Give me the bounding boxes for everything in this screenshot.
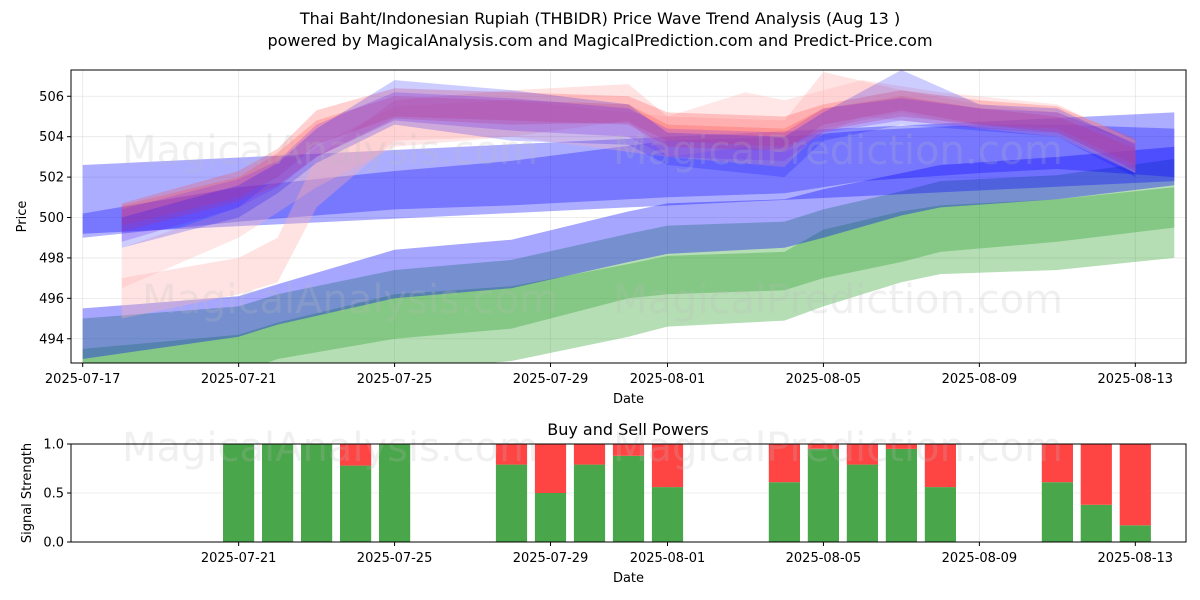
- x-tick-label: 2025-08-01: [630, 372, 706, 387]
- x-tick-label: 2025-07-25: [357, 372, 433, 387]
- y-tick-label: 502: [39, 171, 64, 186]
- buy-bar: [1041, 482, 1073, 542]
- wave-band-red: [121, 96, 1136, 226]
- watermark-text: MagicalAnalysis.com: [122, 128, 538, 174]
- watermark-text: MagicalPrediction.com: [613, 425, 1063, 471]
- buy-bar: [768, 482, 800, 542]
- wave-band-pink: [121, 72, 1136, 319]
- buy-bar: [612, 455, 645, 542]
- buy-bar: [846, 464, 878, 542]
- sell-bar: [1119, 444, 1151, 526]
- wave-band-blue: [82, 146, 1175, 359]
- x-tick-label: 2025-07-29: [513, 372, 589, 387]
- buy-bar: [379, 444, 411, 542]
- watermark-text: MagicalAnalysis.com: [122, 425, 538, 471]
- sell-bar: [885, 444, 917, 449]
- y-axis-title: Signal Strength: [20, 443, 35, 543]
- buy-bar: [340, 465, 372, 542]
- wave-band-blue: [82, 112, 1175, 234]
- main-watermarks: MagicalAnalysis.com MagicalPrediction.com…: [122, 128, 1063, 323]
- chart-title-line-2: powered by MagicalAnalysis.com and Magic…: [267, 31, 933, 50]
- sell-bar: [534, 444, 567, 493]
- y-tick-label: 1.0: [43, 438, 64, 453]
- y-tick-label: 498: [39, 251, 64, 266]
- buy-bar: [651, 487, 684, 542]
- x-tick-label: 2025-08-13: [1098, 372, 1174, 387]
- wave-band-purple: [121, 92, 1136, 242]
- main-plot-frame: [70, 69, 1187, 364]
- buy-bar: [223, 444, 255, 542]
- y-axis-title: Price: [15, 201, 30, 233]
- watermark-text: MagicalPrediction.com: [613, 277, 1063, 323]
- x-tick-label: 2025-08-05: [786, 551, 862, 566]
- sell-bar: [612, 444, 645, 456]
- wave-band-red: [121, 88, 1136, 232]
- sell-bar: [651, 444, 684, 488]
- y-tick-label: 494: [39, 332, 64, 347]
- buy-bar: [924, 487, 956, 542]
- main-grid: [71, 70, 1186, 363]
- sell-bar: [1080, 444, 1112, 505]
- sell-bar: [924, 444, 956, 488]
- buy-bar: [807, 448, 839, 542]
- x-tick-label: 2025-08-01: [630, 551, 706, 566]
- sub-watermarks: MagicalAnalysis.com MagicalPrediction.com: [122, 425, 1063, 471]
- chart-title-line-1: Thai Baht/Indonesian Rupiah (THBIDR) Pri…: [299, 9, 901, 28]
- sell-bar: [1041, 444, 1073, 483]
- y-tick-label: 0.0: [43, 536, 64, 551]
- sub-axes: 2025-07-21 2025-07-25 2025-07-29 2025-08-01…: [20, 438, 1173, 587]
- wave-band-blue: [82, 124, 1175, 238]
- buy-bar: [573, 464, 606, 542]
- buy-bar: [534, 493, 567, 542]
- price-wave-bands: [82, 70, 1175, 363]
- wave-band-pink: [121, 80, 1136, 289]
- wave-band-green: [82, 158, 1175, 363]
- buy-bar: [262, 444, 294, 542]
- buy-bar: [885, 448, 917, 542]
- x-axis-title: Date: [613, 392, 644, 407]
- buy-bar: [1119, 525, 1151, 542]
- sell-bar: [495, 444, 528, 465]
- y-tick-label: 506: [39, 90, 64, 105]
- x-tick-label: 2025-07-25: [357, 551, 433, 566]
- x-tick-label: 2025-07-21: [201, 551, 277, 566]
- y-tick-label: 504: [39, 130, 64, 145]
- buy-bar: [495, 464, 528, 542]
- buy-bar: [301, 444, 333, 542]
- x-tick-label: 2025-07-29: [513, 551, 589, 566]
- sell-bar: [573, 444, 606, 465]
- x-tick-label: 2025-08-13: [1098, 551, 1174, 566]
- buy-bar: [1080, 504, 1112, 542]
- sub-chart-title: Buy and Sell Powers: [547, 420, 709, 439]
- x-tick-label: 2025-08-09: [942, 551, 1018, 566]
- y-tick-label: 0.5: [43, 487, 64, 502]
- y-tick-label: 496: [39, 292, 64, 307]
- y-tick-label: 500: [39, 211, 64, 226]
- watermark-text: MagicalAnalysis.com: [142, 277, 558, 323]
- x-tick-label: 2025-07-21: [201, 372, 277, 387]
- wave-band-blue: [121, 70, 1136, 248]
- sell-bar: [846, 444, 878, 465]
- x-tick-label: 2025-08-09: [942, 372, 1018, 387]
- sell-bar: [807, 444, 839, 449]
- main-axes: 2025-07-17 2025-07-21 2025-07-25 2025-07-29…: [15, 90, 1173, 407]
- wave-band-green: [82, 187, 1175, 363]
- sell-bar: [768, 444, 800, 483]
- x-tick-label: 2025-07-17: [45, 372, 121, 387]
- x-tick-label: 2025-08-05: [786, 372, 862, 387]
- watermark-text: MagicalPrediction.com: [613, 128, 1063, 174]
- x-axis-title: Date: [613, 571, 644, 586]
- buy-sell-bars: [223, 444, 1151, 542]
- sell-bar: [340, 444, 372, 466]
